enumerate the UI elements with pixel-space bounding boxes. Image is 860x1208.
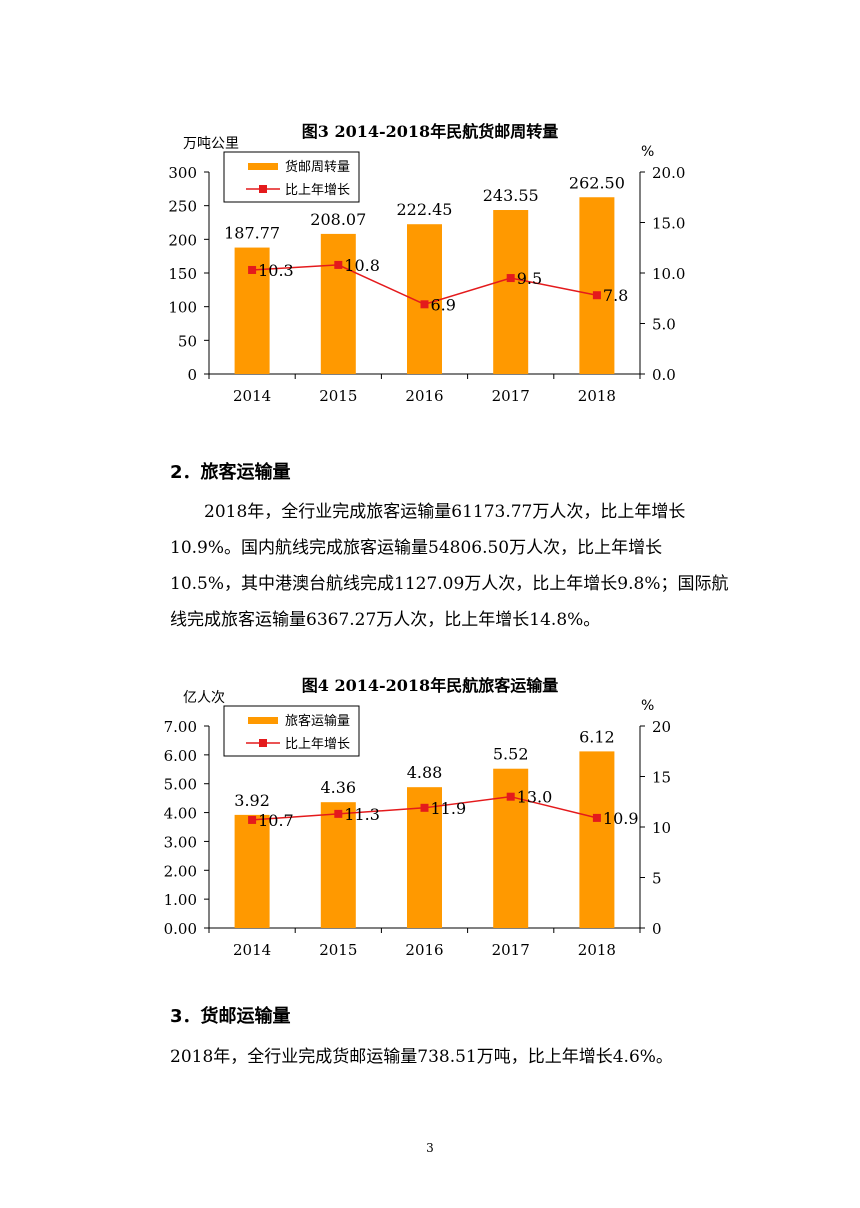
legend-label-bar: 旅客运输量 bbox=[285, 713, 350, 729]
y-tick-label: 200 bbox=[168, 231, 197, 249]
bar-value-label: 6.12 bbox=[579, 727, 615, 746]
y2-tick-label: 15 bbox=[652, 769, 671, 787]
y-tick-label: 5.00 bbox=[164, 776, 197, 794]
legend-swatch-marker bbox=[259, 739, 267, 747]
growth-point bbox=[506, 792, 515, 801]
bar-value-label: 4.88 bbox=[407, 763, 443, 782]
passenger-paragraph: 2018年，全行业完成旅客运输量61173.77万人次，比上年增长10.9%。国… bbox=[170, 502, 729, 630]
x-tick-label: 2018 bbox=[578, 941, 616, 959]
y-tick-label: 50 bbox=[178, 332, 197, 350]
bar bbox=[579, 197, 615, 374]
growth-value-label: 13.0 bbox=[517, 788, 553, 807]
y2-tick-label: 0 bbox=[652, 920, 662, 938]
legend-label-line: 比上年增长 bbox=[285, 183, 350, 198]
bar-value-label: 243.55 bbox=[483, 186, 539, 205]
bar bbox=[493, 210, 529, 374]
section-heading-passenger: 2．旅客运输量 bbox=[170, 462, 291, 483]
growth-value-label: 10.9 bbox=[603, 809, 639, 828]
x-tick-label: 2017 bbox=[492, 387, 530, 405]
x-tick-label: 2015 bbox=[319, 941, 357, 959]
y-tick-label: 1.00 bbox=[164, 891, 197, 909]
bar bbox=[320, 233, 356, 374]
x-tick-label: 2018 bbox=[578, 387, 616, 405]
y-tick-label: 4.00 bbox=[164, 805, 197, 823]
y-tick-label: 0 bbox=[187, 366, 197, 384]
x-tick-label: 2016 bbox=[405, 941, 443, 959]
x-tick-label: 2016 bbox=[405, 387, 443, 405]
bar-value-label: 4.36 bbox=[320, 778, 356, 797]
legend-box bbox=[223, 705, 360, 757]
growth-value-label: 10.3 bbox=[258, 261, 294, 280]
y-tick-label: 2.00 bbox=[164, 862, 197, 880]
bar bbox=[320, 802, 356, 928]
y-tick-label: 100 bbox=[168, 299, 197, 317]
x-tick-label: 2017 bbox=[492, 941, 530, 959]
y-axis-unit: 亿人次 bbox=[183, 690, 225, 706]
x-tick-label: 2014 bbox=[233, 941, 271, 959]
growth-value-label: 10.7 bbox=[258, 811, 294, 830]
chart-cargo-turnover: 图3 2014-2018年民航货邮周转量万吨公里% 0 50 100 150 200 250… bbox=[0, 110, 860, 410]
chart-passenger-volume: 图4 2014-2018年民航旅客运输量亿人次% 0.00 1.00 2.00 3.00… bbox=[0, 664, 860, 964]
growth-point bbox=[506, 274, 515, 283]
bar-value-label: 187.77 bbox=[224, 224, 280, 243]
y-tick-label: 6.00 bbox=[164, 747, 197, 765]
growth-value-label: 7.8 bbox=[603, 286, 628, 305]
y-tick-label: 300 bbox=[168, 164, 197, 182]
legend-swatch-bar bbox=[248, 717, 278, 724]
y2-tick-label: 5.0 bbox=[652, 316, 676, 334]
y-tick-label: 250 bbox=[168, 198, 197, 216]
bar-value-label: 222.45 bbox=[397, 200, 453, 219]
growth-point bbox=[248, 815, 257, 824]
growth-point bbox=[420, 803, 429, 812]
growth-point bbox=[248, 265, 257, 274]
y2-tick-label: 10.0 bbox=[652, 265, 685, 283]
legend-label-bar: 货邮周转量 bbox=[285, 159, 350, 175]
legend-label-line: 比上年增长 bbox=[285, 737, 350, 752]
chart-title: 图3 2014-2018年民航货邮周转量 bbox=[302, 122, 558, 141]
growth-value-label: 11.9 bbox=[431, 799, 467, 818]
growth-point bbox=[420, 300, 429, 309]
growth-point bbox=[334, 809, 343, 818]
y2-axis-unit: % bbox=[641, 144, 654, 160]
legend-box bbox=[223, 151, 360, 203]
growth-value-label: 6.9 bbox=[431, 295, 456, 314]
growth-point bbox=[592, 813, 601, 822]
y2-tick-label: 5 bbox=[652, 870, 662, 888]
y2-tick-label: 20 bbox=[652, 718, 671, 736]
cargo-paragraph: 2018年，全行业完成货邮运输量738.51万吨，比上年增长4.6%。 bbox=[170, 1047, 673, 1067]
y2-axis-unit: % bbox=[641, 698, 654, 714]
bar bbox=[579, 751, 615, 928]
legend-swatch-bar bbox=[248, 163, 278, 170]
bar-value-label: 5.52 bbox=[493, 745, 529, 764]
y-tick-label: 0.00 bbox=[164, 920, 197, 938]
y-tick-label: 3.00 bbox=[164, 833, 197, 851]
page-number: 3 bbox=[426, 1141, 434, 1155]
y2-tick-label: 10 bbox=[652, 819, 671, 837]
x-tick-label: 2014 bbox=[233, 387, 271, 405]
growth-value-label: 10.8 bbox=[344, 256, 380, 275]
y-axis-unit: 万吨公里 bbox=[183, 136, 239, 152]
growth-value-label: 11.3 bbox=[344, 805, 380, 824]
growth-point bbox=[334, 260, 343, 269]
y2-tick-label: 20.0 bbox=[652, 164, 685, 182]
y-tick-label: 150 bbox=[168, 265, 197, 283]
section-heading-cargo: 3．货邮运输量 bbox=[170, 1006, 291, 1027]
x-tick-label: 2015 bbox=[319, 387, 357, 405]
legend-swatch-marker bbox=[259, 185, 267, 193]
bar-value-label: 262.50 bbox=[569, 173, 625, 192]
y2-tick-label: 15.0 bbox=[652, 215, 685, 233]
growth-value-label: 9.5 bbox=[517, 269, 542, 288]
growth-point bbox=[592, 291, 601, 300]
y-tick-label: 7.00 bbox=[164, 718, 197, 736]
bar-value-label: 3.92 bbox=[234, 791, 270, 810]
chart-title: 图4 2014-2018年民航旅客运输量 bbox=[302, 676, 558, 695]
bar-value-label: 208.07 bbox=[310, 210, 366, 229]
y2-tick-label: 0.0 bbox=[652, 366, 676, 384]
bar bbox=[234, 814, 270, 928]
